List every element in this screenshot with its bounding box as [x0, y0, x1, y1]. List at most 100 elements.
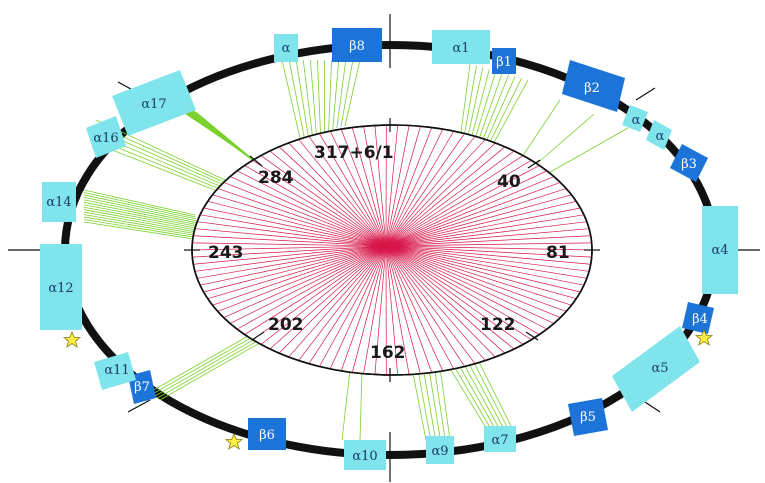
contact-line — [83, 192, 196, 218]
contact-line — [203, 245, 387, 293]
contact-line — [359, 371, 363, 441]
contact-line — [252, 245, 387, 340]
contact-line — [83, 209, 199, 231]
segment-box — [432, 30, 490, 64]
segment-box — [612, 326, 700, 412]
contact-line — [298, 139, 387, 247]
contact-line — [351, 245, 387, 373]
segment-label: α10 — [352, 449, 377, 464]
contact-line — [340, 128, 387, 247]
contact-line — [385, 245, 547, 330]
contact-line — [193, 235, 387, 247]
contact-line — [462, 65, 477, 142]
contact-line — [385, 146, 506, 247]
contact-line — [385, 245, 577, 299]
segment-label: β6 — [259, 428, 275, 443]
segment-box — [112, 70, 196, 136]
contact-line — [340, 59, 354, 128]
contact-line — [83, 204, 198, 227]
contact-line — [332, 59, 340, 130]
contact-line — [278, 245, 387, 354]
contact-line — [329, 245, 387, 370]
contact-line — [385, 242, 592, 247]
contact-line — [385, 245, 572, 306]
contact-line — [385, 207, 581, 247]
segment-label: β4 — [692, 312, 708, 327]
contact-line — [237, 170, 387, 247]
contact-line — [197, 245, 387, 279]
segment-box — [670, 144, 708, 182]
contact-line — [385, 245, 540, 335]
contact-line — [385, 130, 455, 247]
contact-line — [363, 126, 387, 247]
star-icon — [694, 328, 714, 346]
residue-label-upper-right: 40 — [497, 172, 521, 192]
contact-line — [417, 367, 432, 441]
segment-label: α16 — [93, 131, 118, 146]
contact-line — [385, 136, 476, 247]
contact-line — [385, 139, 486, 247]
contact-line — [302, 59, 313, 135]
contact-line — [83, 201, 198, 226]
contact-line — [83, 211, 199, 233]
contact-line — [385, 245, 399, 375]
contact-line — [269, 245, 387, 350]
segment-box — [426, 436, 454, 464]
segment-box — [86, 116, 126, 158]
contact-line — [230, 176, 387, 247]
contact-line — [281, 59, 301, 139]
star-icon — [62, 330, 82, 348]
contact-line — [295, 59, 309, 136]
contact-line — [472, 70, 497, 145]
segment-box — [568, 398, 608, 436]
contact-line — [457, 363, 496, 429]
contact-line — [477, 359, 513, 429]
contact-line — [149, 334, 251, 393]
contact-line — [411, 367, 427, 441]
contact-line — [482, 76, 516, 148]
contact-line — [217, 245, 387, 312]
contact-line — [459, 63, 471, 141]
contact-line — [223, 245, 387, 318]
contact-line — [385, 245, 532, 340]
contact-line — [466, 67, 484, 143]
contact-line — [385, 245, 496, 358]
contact-line — [194, 228, 387, 247]
contact-line — [544, 127, 629, 176]
contact-line — [385, 245, 421, 374]
segment-label: α14 — [46, 195, 71, 210]
contact-line — [385, 150, 515, 247]
star-icon — [224, 432, 244, 450]
contact-line — [385, 245, 433, 373]
contact-line — [385, 142, 496, 247]
contact-line — [288, 245, 387, 358]
segment-box — [646, 120, 672, 150]
contact-line — [385, 160, 532, 247]
contact-line — [83, 189, 196, 216]
segment-label: α1 — [452, 41, 469, 56]
residue-label-upper-left: 284 — [258, 168, 294, 188]
contact-line — [385, 245, 465, 367]
contact-line — [83, 206, 198, 229]
inner-residue-labels: 317+6/1 40 81 122 162 202 243 284 — [208, 143, 570, 363]
star-markers — [62, 328, 714, 450]
contact-line — [288, 142, 387, 247]
segment-label: α4 — [711, 243, 728, 258]
contact-line — [385, 245, 561, 318]
contact-line — [385, 125, 399, 247]
segment-label: β2 — [584, 81, 600, 96]
contact-line — [298, 245, 387, 361]
contact-line — [83, 196, 197, 222]
residue-label-lower-left: 202 — [268, 315, 304, 335]
contact-line — [385, 245, 567, 312]
contact-line — [385, 245, 486, 361]
contact-line — [83, 214, 199, 235]
segment-box — [248, 418, 286, 450]
contact-line — [519, 99, 561, 161]
contact-line — [385, 245, 593, 251]
contact-line — [278, 146, 387, 247]
contact-line — [428, 367, 441, 441]
segment-label: α5 — [651, 361, 668, 376]
contact-line — [476, 72, 503, 146]
